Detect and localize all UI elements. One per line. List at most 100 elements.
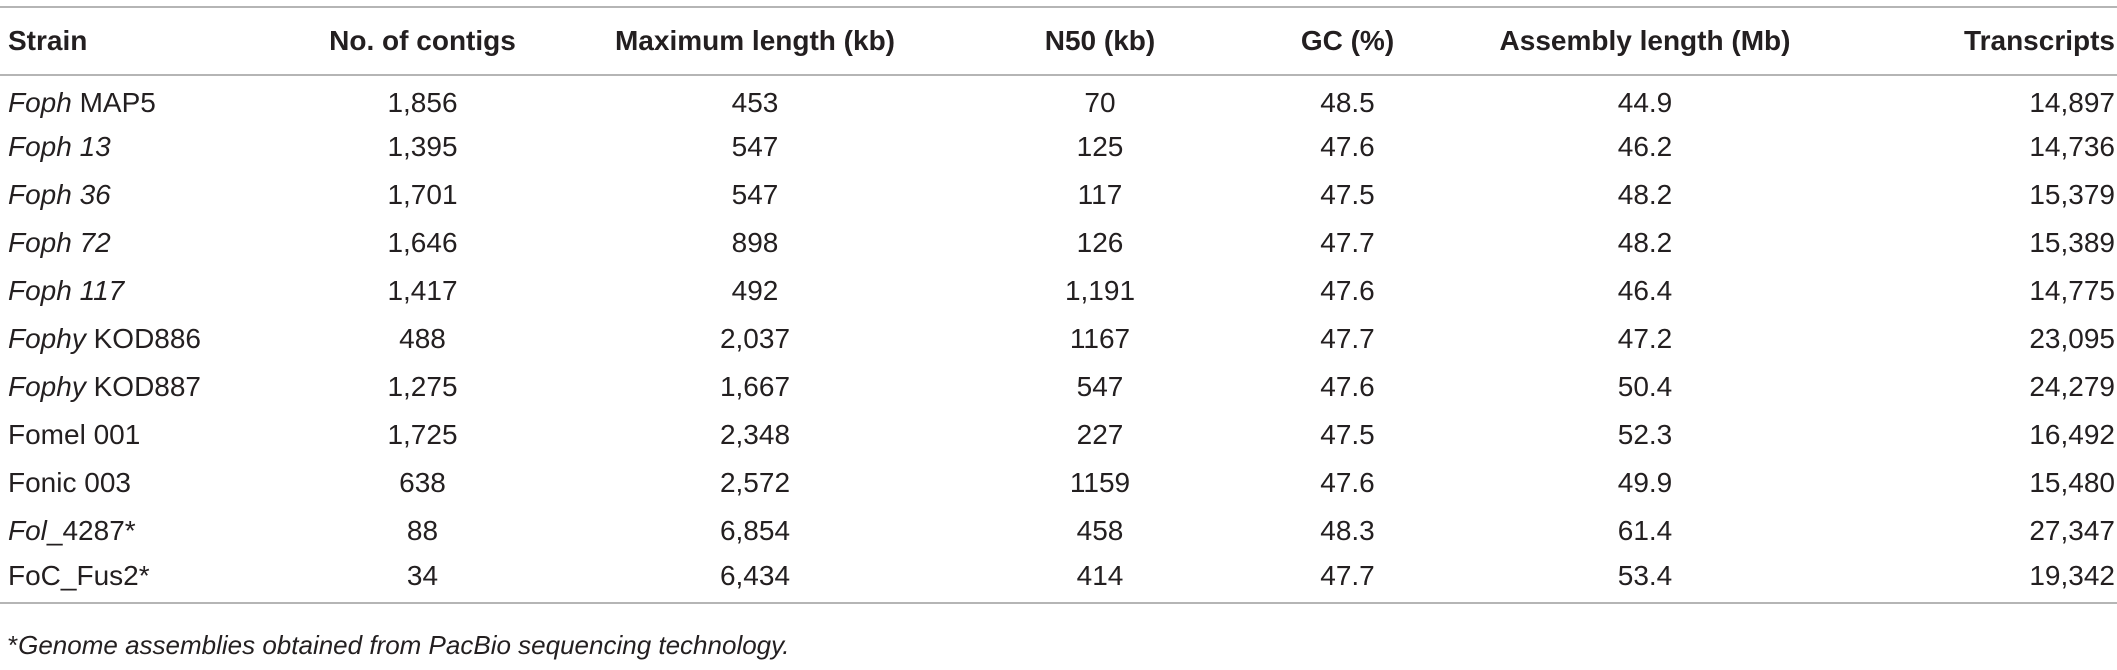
- cell-transcripts: 27,347: [2029, 515, 2115, 546]
- cell-gc: 47.7: [1320, 323, 1375, 354]
- cell-assembly-length: 49.9: [1617, 467, 1673, 498]
- cell-contigs: 638: [399, 467, 446, 498]
- strain-id: FoC_Fus2*: [8, 559, 150, 591]
- header-strain: Strain: [8, 25, 88, 56]
- cell-contigs: 1,395: [387, 131, 458, 162]
- table-header-row: Strain No. of contigs Maximum length (kb…: [0, 7, 2117, 75]
- cell-contigs: 1,646: [387, 227, 458, 258]
- cell-n50: 1159: [1069, 467, 1131, 498]
- assembly-statistics-table-container: Strain No. of contigs Maximum length (kb…: [0, 6, 2117, 604]
- cell-transcripts: 15,480: [2029, 467, 2115, 498]
- cell-strain: Foph 13: [0, 123, 300, 171]
- table-row: Foph 13 1,395 547 125 47.6 46.2 14,736: [0, 123, 2117, 171]
- cell-transcripts: 14,897: [2029, 86, 2115, 118]
- cell-n50: 227: [1076, 419, 1124, 450]
- cell-strain: Foph MAP5: [0, 75, 300, 123]
- cell-max-length: 2,348: [719, 419, 791, 450]
- table-row: Foph 72 1,646 898 126 47.7 48.2 15,389: [0, 219, 2117, 267]
- cell-max-length: 453: [731, 86, 779, 118]
- cell-gc: 47.6: [1320, 275, 1375, 306]
- cell-max-length: 2,037: [719, 323, 791, 354]
- cell-assembly-length: 46.4: [1617, 275, 1673, 306]
- strain-species-italic: Foph: [8, 86, 72, 118]
- cell-transcripts: 14,736: [2029, 131, 2115, 162]
- cell-transcripts: 15,379: [2029, 179, 2115, 210]
- header-assembly-length: Assembly length (Mb): [1499, 25, 1791, 56]
- footnote-mark: *: [8, 630, 19, 660]
- cell-gc: 47.6: [1320, 467, 1375, 498]
- cell-gc: 47.7: [1320, 559, 1375, 591]
- table-row: Fonic 003 638 2,572 1159 47.6 49.9 15,480: [0, 459, 2117, 507]
- cell-contigs: 488: [399, 323, 446, 354]
- cell-max-length: 6,434: [719, 559, 791, 591]
- header-max-length: Maximum length (kb): [614, 25, 895, 56]
- cell-transcripts: 14,775: [2029, 275, 2115, 306]
- cell-max-length: 898: [731, 227, 779, 258]
- cell-transcripts: 24,279: [2029, 371, 2115, 402]
- cell-strain: Fophy KOD887: [0, 363, 300, 411]
- table-row: Foph 117 1,417 492 1,191 47.6 46.4 14,775: [0, 267, 2117, 315]
- table-row: Foph 36 1,701 547 117 47.5 48.2 15,379: [0, 171, 2117, 219]
- cell-assembly-length: 47.2: [1617, 323, 1673, 354]
- table-row: Fol_4287* 88 6,854 458 48.3 61.4 27,347: [0, 507, 2117, 555]
- cell-max-length: 547: [731, 179, 779, 210]
- cell-contigs: 88: [406, 515, 439, 546]
- cell-strain: Foph 117: [0, 267, 300, 315]
- cell-assembly-length: 48.2: [1617, 179, 1673, 210]
- cell-strain: FoC_Fus2*: [0, 555, 300, 603]
- cell-transcripts: 16,492: [2029, 419, 2115, 450]
- cell-transcripts: 15,389: [2029, 227, 2115, 258]
- cell-contigs: 1,417: [387, 275, 458, 306]
- strain-id: MAP5: [71, 86, 156, 118]
- cell-assembly-length: 48.2: [1617, 227, 1673, 258]
- strain-species-italic: Foph 36: [8, 179, 111, 210]
- cell-max-length: 492: [731, 275, 779, 306]
- cell-gc: 47.5: [1320, 419, 1375, 450]
- cell-contigs: 1,701: [387, 179, 458, 210]
- cell-max-length: 2,572: [719, 467, 791, 498]
- strain-id: Fomel 001: [8, 419, 141, 450]
- cell-assembly-length: 44.9: [1617, 86, 1673, 118]
- strain-species-italic: Foph 72: [8, 227, 111, 258]
- cell-gc: 47.7: [1320, 227, 1375, 258]
- cell-n50: 414: [1076, 559, 1124, 591]
- cell-transcripts: 19,342: [2029, 559, 2115, 591]
- cell-gc: 47.6: [1320, 131, 1375, 162]
- strain-id: KOD886: [85, 323, 201, 354]
- cell-gc: 47.6: [1320, 371, 1375, 402]
- cell-max-length: 547: [731, 131, 779, 162]
- cell-strain: Fophy KOD886: [0, 315, 300, 363]
- cell-assembly-length: 46.2: [1617, 131, 1673, 162]
- cell-assembly-length: 53.4: [1617, 559, 1673, 591]
- table-row: Fophy KOD886 488 2,037 1167 47.7 47.2 23,095: [0, 315, 2117, 363]
- cell-n50: 1167: [1069, 323, 1131, 354]
- header-transcripts: Transcripts: [1964, 25, 2115, 56]
- table-body: Foph MAP5 1,856 453 70 48.5 44.9 14,897 Foph 13…: [0, 75, 2117, 603]
- strain-species-italic: Fol: [8, 515, 47, 546]
- cell-transcripts: 23,095: [2029, 323, 2115, 354]
- cell-assembly-length: 52.3: [1617, 419, 1673, 450]
- cell-strain: Foph 72: [0, 219, 300, 267]
- header-n50: N50 (kb): [1044, 25, 1156, 56]
- cell-n50: 117: [1077, 179, 1123, 210]
- cell-max-length: 6,854: [719, 515, 791, 546]
- cell-strain: Fomel 001: [0, 411, 300, 459]
- strain-id: _4287*: [46, 515, 136, 546]
- cell-contigs: 1,725: [387, 419, 458, 450]
- strain-id: KOD887: [85, 371, 201, 402]
- cell-strain: Fonic 003: [0, 459, 300, 507]
- cell-gc: 48.5: [1320, 86, 1375, 118]
- assembly-statistics-table: Strain No. of contigs Maximum length (kb…: [0, 6, 2117, 604]
- cell-gc: 48.3: [1320, 515, 1375, 546]
- cell-assembly-length: 50.4: [1617, 371, 1673, 402]
- strain-id: Fonic 003: [8, 467, 131, 498]
- table-row: Foph MAP5 1,856 453 70 48.5 44.9 14,897: [0, 75, 2117, 123]
- table-row: FoC_Fus2* 34 6,434 414 47.7 53.4 19,342: [0, 555, 2117, 603]
- cell-gc: 47.5: [1320, 179, 1375, 210]
- cell-contigs: 1,856: [387, 86, 458, 118]
- cell-n50: 547: [1076, 371, 1124, 402]
- cell-contigs: 1,275: [387, 371, 458, 402]
- table-row: Fomel 001 1,725 2,348 227 47.5 52.3 16,492: [0, 411, 2117, 459]
- header-contigs: No. of contigs: [329, 25, 516, 56]
- cell-n50: 458: [1076, 515, 1124, 546]
